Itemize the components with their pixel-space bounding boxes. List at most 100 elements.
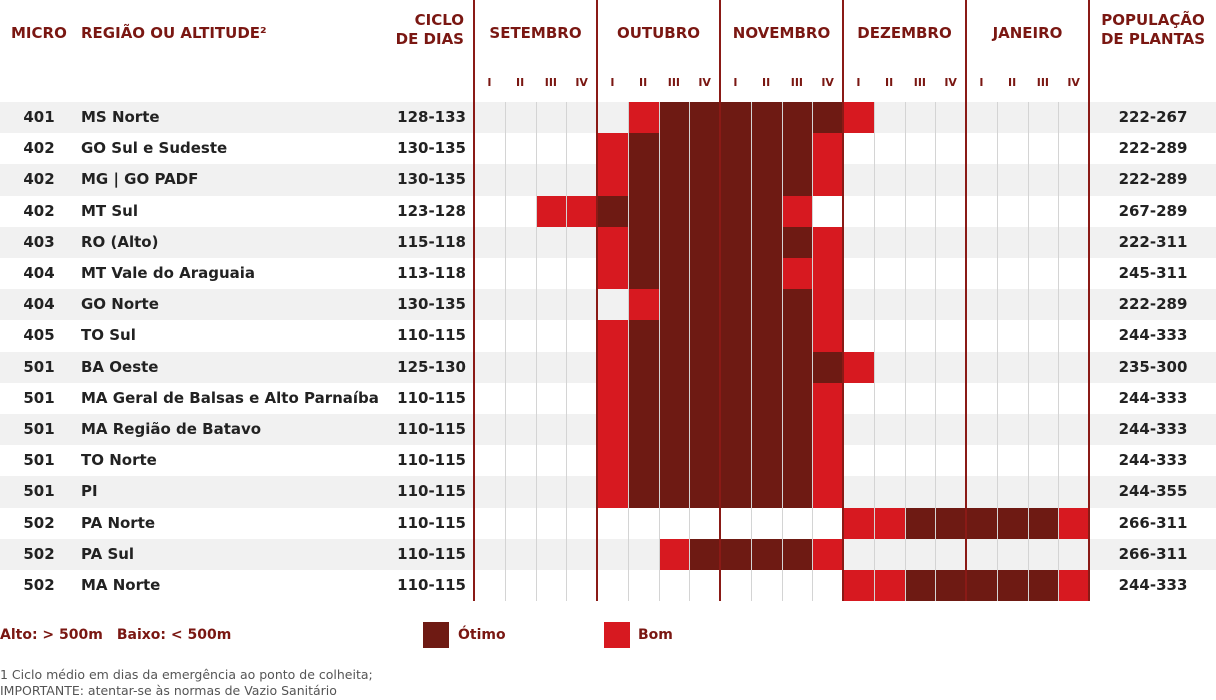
otimo-period-cell [689,195,721,227]
otimo-period-cell [812,351,844,383]
otimo-period-cell [627,320,659,352]
week-header: III [913,76,927,89]
otimo-period-cell [627,476,659,508]
cycle-cell: 110-115 [397,388,466,407]
otimo-period-cell [720,258,752,290]
week-header: II [639,76,648,89]
otimo-period-cell [720,320,752,352]
cycle-cell: 128-133 [397,108,466,126]
cycle-cell: 110-115 [397,482,466,501]
week-header: II [762,76,771,89]
otimo-period-cell [720,445,752,477]
otimo-period-cell [627,382,659,414]
cycle-cell: 110-115 [397,544,466,563]
week-header: III [790,76,804,89]
region-cell: MT Sul [81,201,139,220]
otimo-period-cell [658,226,690,258]
footnote-importante: IMPORTANTE: atentar-se às normas de Vazi… [0,683,337,698]
bom-period-cell [843,570,875,602]
otimo-period-cell [781,476,813,508]
bom-period-cell [812,538,844,570]
population-cell: 244-333 [1118,388,1188,407]
bom-period-cell [781,258,813,290]
region-cell: MS Norte [81,108,160,126]
header-regiao: REGIÃO OU ALTITUDE² [81,24,267,42]
otimo-period-cell [781,351,813,383]
otimo-period-cell [720,195,752,227]
bom-period-cell [597,476,629,508]
header-ciclo: CICLO DE DIAS [396,11,464,49]
week-divider [812,102,814,601]
week-divider [996,102,998,601]
region-cell: PI [81,482,98,501]
week-header: IV [575,76,588,89]
week-header: I [487,76,492,89]
otimo-period-cell [658,195,690,227]
week-header: IV [944,76,957,89]
micro-cell: 501 [23,482,55,501]
week-divider [904,102,906,601]
bom-period-cell [658,538,690,570]
bom-period-cell [566,195,598,227]
header-populacao: POPULAÇÃO DE PLANTAS [1090,11,1216,49]
bom-period-cell [781,195,813,227]
week-divider [873,102,875,601]
otimo-period-cell [750,102,782,134]
otimo-period-cell [750,164,782,196]
otimo-period-cell [781,538,813,570]
micro-cell: 501 [23,420,55,438]
week-divider [627,102,629,601]
bom-period-cell [812,226,844,258]
otimo-period-cell [689,351,721,383]
header-micro: MICRO [11,24,67,42]
otimo-period-cell [1027,570,1059,602]
otimo-period-cell [935,507,967,539]
table-row [0,289,1216,321]
otimo-period-cell [720,382,752,414]
otimo-period-cell [750,289,782,321]
cycle-cell: 110-115 [397,576,466,594]
region-cell: PA Norte [81,513,156,532]
micro-cell: 405 [23,326,55,345]
bom-period-cell [843,507,875,539]
cycle-cell: 110-115 [397,451,466,470]
micro-cell: 404 [23,264,55,282]
micro-cell: 402 [23,139,55,158]
bom-period-cell [597,258,629,290]
week-divider [689,102,691,601]
otimo-period-cell [1027,507,1059,539]
bom-period-cell [812,476,844,508]
otimo-period-cell [966,507,998,539]
population-cell: 267-289 [1118,201,1188,220]
otimo-period-cell [750,320,782,352]
bom-period-cell [873,570,905,602]
otimo-period-cell [689,102,721,134]
cycle-cell: 113-118 [397,264,466,282]
legend-alto: Alto: > 500m [0,627,103,643]
bom-period-cell [1058,570,1090,602]
region-cell: MA Região de Batavo [81,420,262,438]
month-header: DEZEMBRO [857,24,952,42]
otimo-period-cell [597,195,629,227]
region-cell: TO Norte [81,451,157,470]
otimo-period-cell [750,195,782,227]
table-row [0,102,1216,134]
otimo-period-cell [658,102,690,134]
bom-swatch [604,622,630,648]
region-cell: GO Sul e Sudeste [81,139,228,158]
week-divider [658,102,660,601]
otimo-period-cell [658,289,690,321]
micro-cell: 402 [23,170,55,189]
population-cell: 235-300 [1118,357,1188,376]
population-cell: 222-289 [1118,295,1188,314]
micro-cell: 402 [23,201,55,220]
otimo-period-cell [689,476,721,508]
week-header: II [1008,76,1017,89]
otimo-period-cell [627,226,659,258]
otimo-period-cell [781,289,813,321]
week-divider [504,102,506,601]
otimo-period-cell [996,570,1028,602]
otimo-period-cell [689,445,721,477]
otimo-period-cell [750,226,782,258]
population-cell: 222-289 [1118,139,1188,158]
